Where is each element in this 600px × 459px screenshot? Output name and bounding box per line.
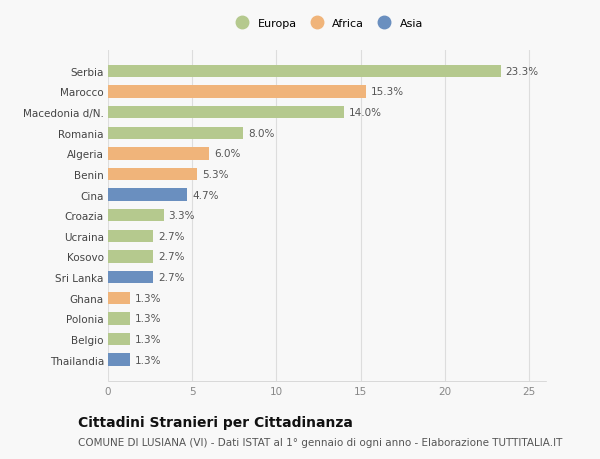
Text: 4.7%: 4.7%: [192, 190, 219, 200]
Text: 6.0%: 6.0%: [214, 149, 241, 159]
Text: 2.7%: 2.7%: [158, 273, 185, 282]
Text: 3.3%: 3.3%: [169, 211, 195, 221]
Bar: [108, 127, 243, 140]
Text: 23.3%: 23.3%: [506, 67, 539, 77]
Bar: [108, 148, 209, 160]
Bar: [108, 168, 197, 181]
Text: 8.0%: 8.0%: [248, 129, 274, 139]
Text: Cittadini Stranieri per Cittadinanza: Cittadini Stranieri per Cittadinanza: [78, 415, 353, 429]
Bar: [108, 106, 344, 119]
Bar: [108, 251, 154, 263]
Text: 15.3%: 15.3%: [371, 87, 404, 97]
Bar: [108, 210, 164, 222]
Text: 14.0%: 14.0%: [349, 108, 382, 118]
Text: 2.7%: 2.7%: [158, 252, 185, 262]
Bar: [108, 353, 130, 366]
Text: COMUNE DI LUSIANA (VI) - Dati ISTAT al 1° gennaio di ogni anno - Elaborazione TU: COMUNE DI LUSIANA (VI) - Dati ISTAT al 1…: [78, 437, 562, 447]
Bar: [108, 230, 154, 242]
Text: 5.3%: 5.3%: [202, 169, 229, 179]
Bar: [108, 333, 130, 345]
Bar: [108, 66, 500, 78]
Text: 1.3%: 1.3%: [135, 334, 161, 344]
Bar: [108, 189, 187, 202]
Text: 1.3%: 1.3%: [135, 355, 161, 365]
Bar: [108, 292, 130, 304]
Text: 1.3%: 1.3%: [135, 293, 161, 303]
Bar: [108, 313, 130, 325]
Text: 1.3%: 1.3%: [135, 313, 161, 324]
Bar: [108, 271, 154, 284]
Bar: [108, 86, 366, 98]
Text: 2.7%: 2.7%: [158, 231, 185, 241]
Legend: Europa, Africa, Asia: Europa, Africa, Asia: [229, 17, 425, 31]
